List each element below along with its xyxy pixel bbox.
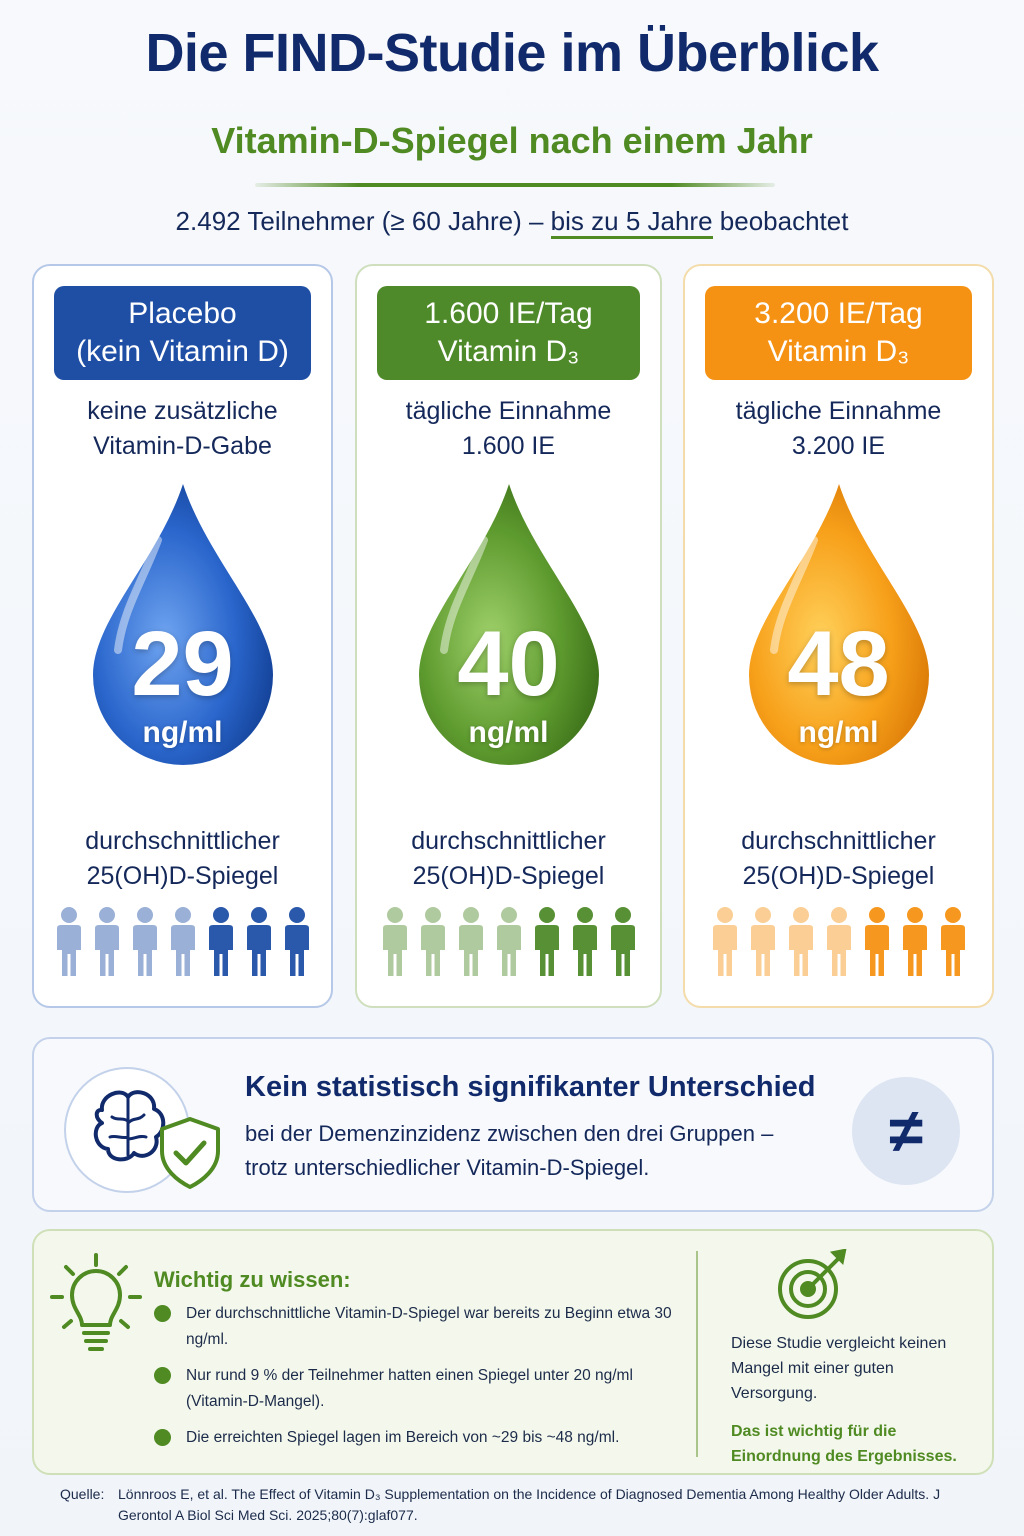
check-icon xyxy=(154,1305,171,1322)
level-value: 48 xyxy=(787,613,890,715)
person-icon xyxy=(610,907,635,976)
person-icon xyxy=(788,907,813,976)
group-header-line1: 1.600 IE/Tag xyxy=(424,297,593,330)
person-icon xyxy=(208,907,233,976)
check-icon xyxy=(154,1429,171,1446)
group-footnote-line1: durchschnittlicher xyxy=(411,827,606,855)
group-description-line1: tägliche Einnahme xyxy=(735,397,942,425)
group-footnote-line2: 25(OH)D-Spiegel xyxy=(742,862,935,890)
group-header: 1.600 IE/Tag Vitamin D₃ xyxy=(377,286,640,380)
participants-highlight: bis zu 5 Jahre xyxy=(550,206,713,239)
list-item: Nur rund 9 % der Teilnehmer hatten einen… xyxy=(154,1363,684,1415)
result-title: Kein statistisch signifikanter Unterschi… xyxy=(245,1071,816,1103)
level-unit: ng/ml xyxy=(142,716,223,749)
list-item: Die erreichten Spiegel lagen im Bereich … xyxy=(154,1425,684,1451)
group-header-line2: Vitamin D₃ xyxy=(767,335,910,368)
group-footnote: durchschnittlicher 25(OH)D-Spiegel xyxy=(34,824,331,894)
group-card-3200: 3.200 IE/Tag Vitamin D₃ tägliche Einnahm… xyxy=(683,264,994,1008)
info-list: Der durchschnittliche Vitamin-D-Spiegel … xyxy=(154,1301,684,1461)
drop-icon: 40 ng/ml xyxy=(414,480,604,770)
person-icon xyxy=(56,907,81,976)
person-icon xyxy=(826,907,851,976)
list-item-text: Der durchschnittliche Vitamin-D-Spiegel … xyxy=(186,1305,672,1348)
not-equal-icon: ≠ xyxy=(852,1077,960,1185)
people-row xyxy=(685,906,992,978)
group-header-line1: Placebo xyxy=(128,297,237,330)
list-item: Der durchschnittliche Vitamin-D-Spiegel … xyxy=(154,1301,684,1353)
person-icon xyxy=(572,907,597,976)
group-header-line2: (kein Vitamin D) xyxy=(76,335,289,368)
target-icon xyxy=(774,1248,854,1326)
person-icon xyxy=(284,907,309,976)
level-value: 29 xyxy=(131,613,234,715)
drop-icon: 48 ng/ml xyxy=(744,480,934,770)
group-header-line2: Vitamin D₃ xyxy=(437,335,580,368)
group-footnote-line1: durchschnittlicher xyxy=(85,827,280,855)
group-description-line2: 1.600 IE xyxy=(461,432,556,460)
check-icon xyxy=(154,1367,171,1384)
list-item-text: Nur rund 9 % der Teilnehmer hatten einen… xyxy=(186,1367,633,1410)
person-icon xyxy=(94,907,119,976)
level-unit: ng/ml xyxy=(798,716,879,749)
result-box: Kein statistisch signifikanter Unterschi… xyxy=(32,1037,994,1212)
group-footnote: durchschnittlicher 25(OH)D-Spiegel xyxy=(357,824,660,894)
person-icon xyxy=(712,907,737,976)
level-unit: ng/ml xyxy=(468,716,549,749)
lightbulb-icon xyxy=(46,1249,146,1364)
brain-shield-icon xyxy=(62,1065,222,1200)
person-icon xyxy=(496,907,521,976)
person-icon xyxy=(246,907,271,976)
info-title: Wichtig zu wissen: xyxy=(154,1267,351,1292)
page-title: Die FIND-Studie im Überblick xyxy=(145,23,879,83)
list-item-text: Die erreichten Spiegel lagen im Bereich … xyxy=(186,1429,620,1446)
group-header: Placebo (kein Vitamin D) xyxy=(54,286,311,380)
group-footnote: durchschnittlicher 25(OH)D-Spiegel xyxy=(685,824,992,894)
group-description-line2: Vitamin-D-Gabe xyxy=(93,432,272,460)
result-text: bei der Demenzinzidenz zwischen den drei… xyxy=(245,1117,773,1185)
group-description-line2: 3.200 IE xyxy=(791,432,886,460)
person-icon xyxy=(170,907,195,976)
person-icon xyxy=(382,907,407,976)
group-footnote-line2: 25(OH)D-Spiegel xyxy=(86,862,279,890)
participants-suffix: beobachtet xyxy=(719,206,849,236)
group-footnote-line1: durchschnittlicher xyxy=(741,827,936,855)
people-row xyxy=(357,906,660,978)
group-card-placebo: Placebo (kein Vitamin D) keine zusätzlic… xyxy=(32,264,333,1008)
result-text-line2: trotz unterschiedlicher Vitamin-D-Spiege… xyxy=(245,1155,650,1180)
group-footnote-line2: 25(OH)D-Spiegel xyxy=(412,862,605,890)
result-text-line1: bei der Demenzinzidenz zwischen den drei… xyxy=(245,1121,774,1146)
info-box: Wichtig zu wissen: Der durchschnittliche… xyxy=(32,1229,994,1475)
source-text: Lönnroos E, et al. The Effect of Vitamin… xyxy=(118,1486,941,1523)
group-description-line1: keine zusätzliche xyxy=(87,397,278,425)
subtitle-underline xyxy=(255,183,775,187)
person-icon xyxy=(902,907,927,976)
info-divider xyxy=(696,1251,698,1457)
person-icon xyxy=(750,907,775,976)
group-description-line1: tägliche Einnahme xyxy=(405,397,612,425)
person-icon xyxy=(420,907,445,976)
info-note: Diese Studie vergleicht keinen Mangel mi… xyxy=(731,1335,947,1402)
group-description: tägliche Einnahme 3.200 IE xyxy=(685,394,992,464)
person-icon xyxy=(132,907,157,976)
page-subtitle: Vitamin-D-Spiegel nach einem Jahr xyxy=(211,120,813,161)
group-description: keine zusätzliche Vitamin-D-Gabe xyxy=(34,394,331,464)
person-icon xyxy=(458,907,483,976)
participants-line: 2.492 Teilnehmer (≥ 60 Jahre) – bis zu 5… xyxy=(0,206,1024,239)
person-icon xyxy=(940,907,965,976)
person-icon xyxy=(864,907,889,976)
info-note-emphasis: Das ist wichtig für die Einordnung des E… xyxy=(731,1423,957,1465)
level-value: 40 xyxy=(457,613,560,715)
group-header: 3.200 IE/Tag Vitamin D₃ xyxy=(705,286,972,380)
group-description: tägliche Einnahme 1.600 IE xyxy=(357,394,660,464)
drop-icon: 29 ng/ml xyxy=(88,480,278,770)
group-card-1600: 1.600 IE/Tag Vitamin D₃ tägliche Einnahm… xyxy=(355,264,662,1008)
person-icon xyxy=(534,907,559,976)
group-header-line1: 3.200 IE/Tag xyxy=(754,297,923,330)
people-row xyxy=(34,906,331,978)
participants-prefix: 2.492 Teilnehmer (≥ 60 Jahre) – xyxy=(175,206,544,236)
source-label: Quelle: xyxy=(60,1486,105,1502)
